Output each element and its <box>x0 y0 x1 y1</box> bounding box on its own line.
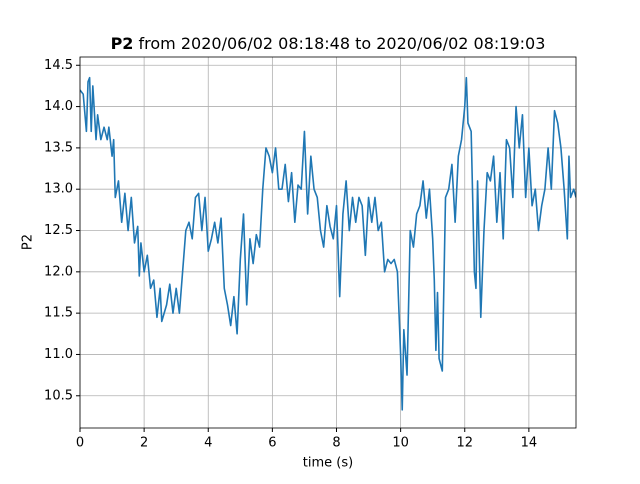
x-tick-label: 8 <box>332 436 340 451</box>
y-tick-label: 12.0 <box>44 264 73 279</box>
chart-title: P2 from 2020/06/02 08:18:48 to 2020/06/0… <box>111 34 546 53</box>
y-tick-label: 11.0 <box>44 347 73 362</box>
x-axis-label: time (s) <box>303 456 353 471</box>
y-tick-label: 14.5 <box>44 58 73 73</box>
x-tick-label: 14 <box>521 436 538 451</box>
x-tick-label: 4 <box>204 436 212 451</box>
title-bold: P2 <box>111 34 134 53</box>
plot-frame <box>79 56 577 429</box>
x-tick-label: 0 <box>76 436 84 451</box>
y-tick-label: 13.0 <box>44 182 73 197</box>
y-axis-label: P2 <box>21 234 36 250</box>
y-tick-label: 14.0 <box>44 99 73 114</box>
data-line <box>80 76 576 411</box>
y-tick-label: 13.5 <box>44 140 73 155</box>
x-tick-label: 12 <box>456 436 473 451</box>
y-tick-label: 11.5 <box>44 306 73 321</box>
x-tick-label: 2 <box>140 436 148 451</box>
x-tick-label: 10 <box>392 436 409 451</box>
y-tick-label: 10.5 <box>44 388 73 403</box>
title-rest: from 2020/06/02 08:18:48 to 2020/06/02 0… <box>139 34 546 53</box>
y-tick-label: 12.5 <box>44 223 73 238</box>
x-tick-label: 6 <box>268 436 276 451</box>
